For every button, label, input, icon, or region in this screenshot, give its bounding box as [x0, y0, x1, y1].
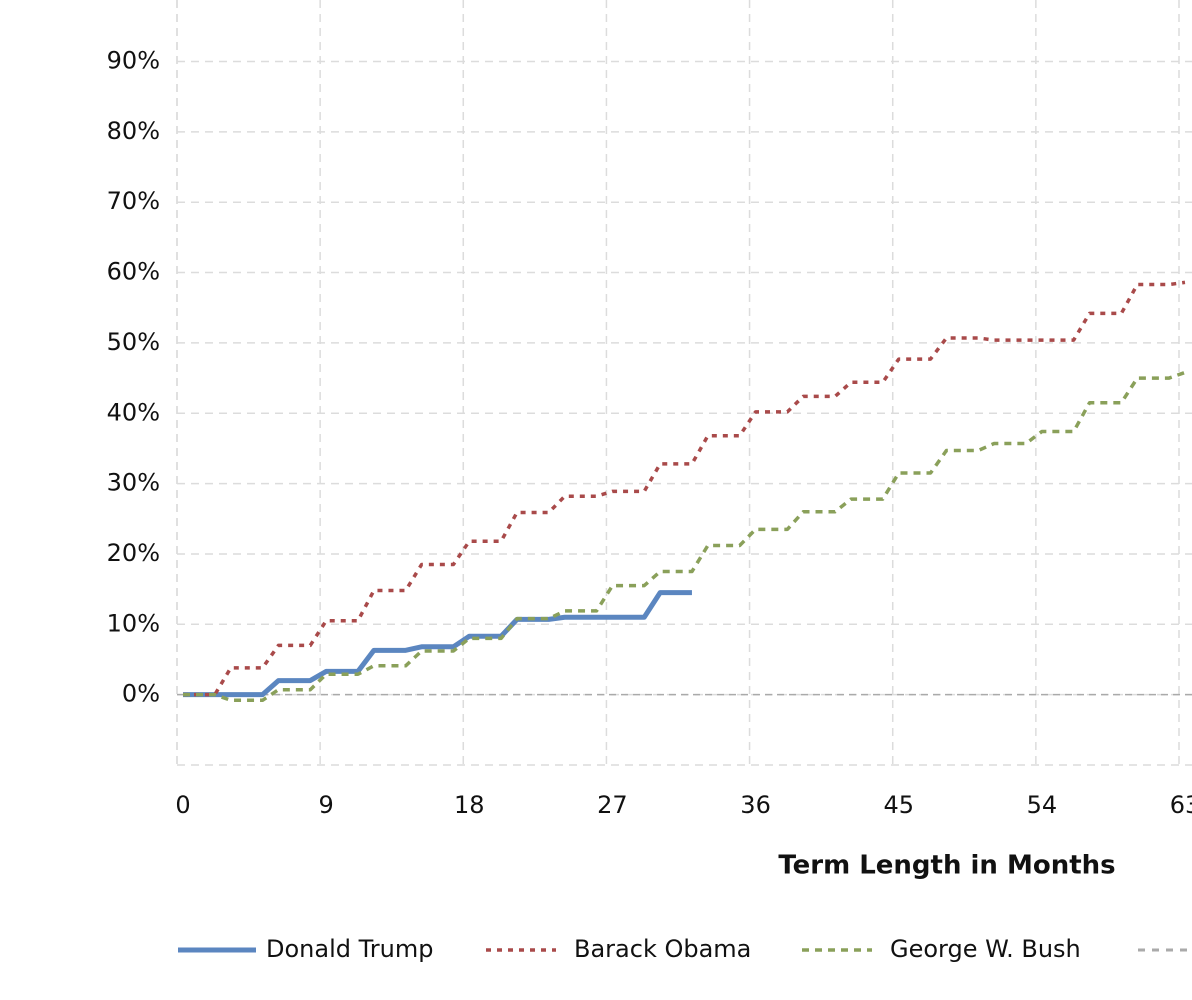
y-tick-label: 50% — [107, 328, 160, 356]
legend-label: Donald Trump — [266, 935, 433, 963]
x-tick-label: 63 — [1170, 791, 1192, 819]
x-tick-label: 0 — [175, 791, 190, 819]
y-tick-label: 70% — [107, 187, 160, 215]
series-line — [183, 370, 1186, 703]
y-tick-label: 90% — [107, 47, 160, 75]
x-tick-label: 18 — [454, 791, 485, 819]
series-line — [183, 590, 692, 698]
x-tick-label: 54 — [1027, 791, 1058, 819]
x-tick-label: 27 — [597, 791, 628, 819]
y-tick-label: 10% — [107, 609, 160, 637]
y-tick-label: 0% — [122, 680, 160, 708]
y-tick-label: 60% — [107, 258, 160, 286]
y-tick-label: 80% — [107, 117, 160, 145]
y-tick-label: 30% — [107, 469, 160, 497]
y-tick-label: 20% — [107, 539, 160, 567]
x-tick-label: 36 — [740, 791, 771, 819]
x-tick-label: 45 — [883, 791, 914, 819]
x-axis-title: Term Length in Months — [778, 851, 1115, 881]
x-tick-label: 9 — [319, 791, 334, 819]
legend-label: George W. Bush — [890, 935, 1081, 963]
y-tick-label: 40% — [107, 398, 160, 426]
legend-label: Barack Obama — [574, 935, 751, 963]
series-line — [183, 280, 1186, 697]
